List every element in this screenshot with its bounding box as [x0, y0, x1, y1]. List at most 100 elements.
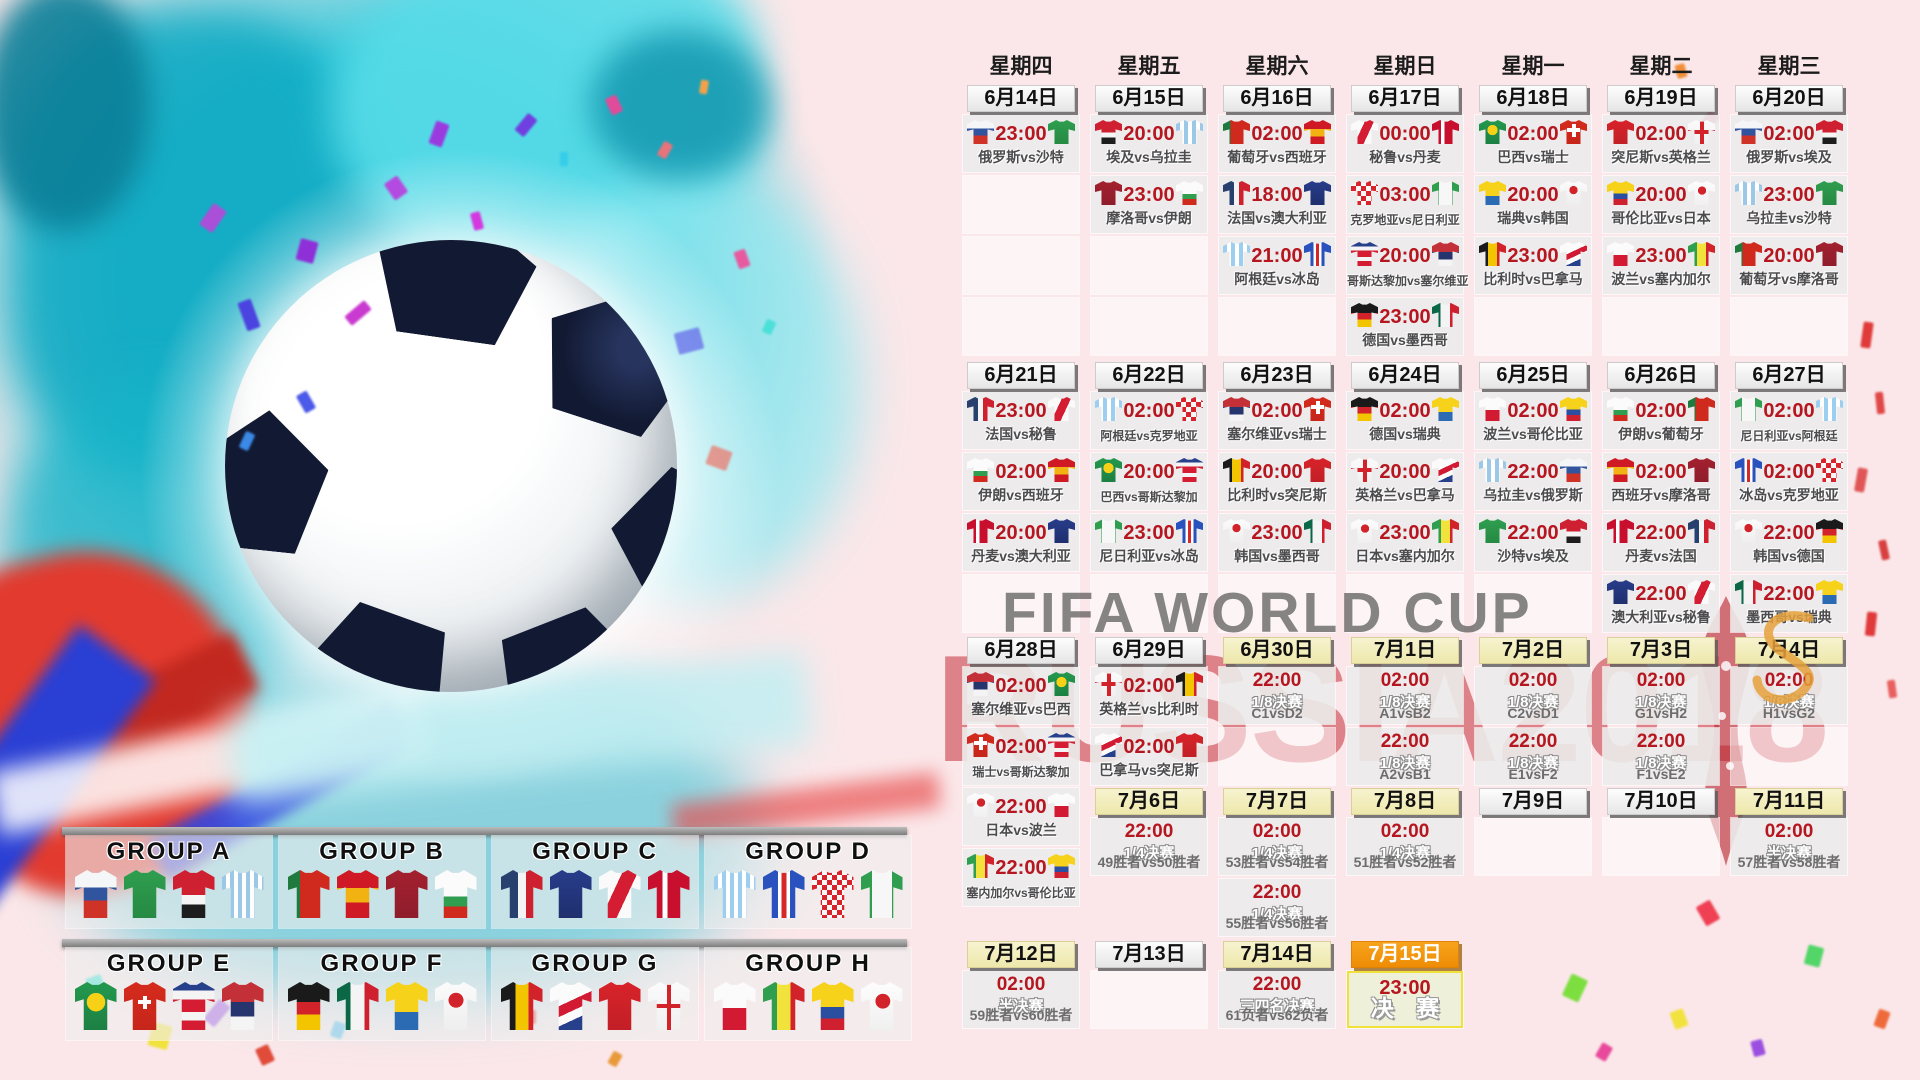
- date-header: 7月6日: [1095, 788, 1203, 815]
- match-teams: 法国vs秘鲁: [985, 426, 1057, 442]
- match-teams: 俄罗斯vs埃及: [1746, 149, 1832, 165]
- weekday-label: 星期六: [1245, 55, 1309, 78]
- date-header: 6月14日: [967, 85, 1075, 112]
- empty-cell: [1475, 575, 1591, 632]
- match-cell: 23:00 韩国vs墨西哥: [1219, 514, 1335, 571]
- match-time: 02:00: [1251, 400, 1303, 422]
- confetti-piece: [237, 298, 261, 332]
- knockout-teams: 59胜者vs60胜者: [969, 1007, 1073, 1023]
- team-jersey-icon: [647, 870, 690, 918]
- date-header: 6月24日: [1351, 362, 1459, 389]
- match-time: 02:00: [1636, 670, 1686, 691]
- match-time: 18:00: [1251, 184, 1303, 206]
- date-header: 6月20日: [1735, 85, 1843, 112]
- empty-cell: [1475, 298, 1591, 355]
- match-teams: 葡萄牙vs西班牙: [1227, 149, 1327, 165]
- stage-label: 1/4决赛: [1379, 845, 1431, 862]
- group-title: GROUP E: [106, 950, 232, 977]
- team-jersey-icon: [860, 982, 903, 1030]
- confetti-piece: [198, 202, 228, 234]
- empty-cell: [1731, 728, 1847, 785]
- team-jersey-icon: [647, 982, 690, 1030]
- match-time: 20:00: [1379, 461, 1431, 483]
- match-teams: 阿根廷vs冰岛: [1234, 271, 1320, 287]
- empty-cell: [963, 237, 1079, 294]
- match-cell: 00:00 秘鲁vs丹麦: [1347, 115, 1463, 172]
- match-time: 22:00: [1380, 731, 1430, 752]
- empty-cell: [1219, 298, 1335, 355]
- group-jerseys: [492, 982, 698, 1030]
- knockout-teams: E1vsF2: [1508, 766, 1558, 782]
- team-jersey-icon: [434, 870, 477, 918]
- match-teams: 日本vs塞内加尔: [1355, 548, 1455, 564]
- stage-label: 1/4决赛: [1251, 906, 1303, 923]
- group-jerseys: [279, 982, 485, 1030]
- ball-patch: [287, 584, 464, 692]
- date-header: 6月19日: [1607, 85, 1715, 112]
- empty-cell: [1091, 298, 1207, 355]
- match-cell: 02:00 巴拿马vs突尼斯: [1091, 728, 1207, 785]
- confetti-piece: [469, 211, 485, 231]
- group-jerseys: [705, 982, 911, 1030]
- group-jerseys: [279, 870, 485, 918]
- match-teams: 瑞士vs哥斯达黎加: [972, 765, 1070, 779]
- group-title: GROUP A: [106, 838, 232, 865]
- match-time: 02:00: [1764, 821, 1814, 842]
- match-time: 23:00: [1123, 184, 1175, 206]
- group-box: GROUP D: [705, 836, 911, 928]
- match-time: 02:00: [995, 461, 1047, 483]
- date-header: 7月12日: [967, 941, 1075, 968]
- team-jersey-icon: [172, 982, 215, 1030]
- confetti-piece: [1594, 1042, 1614, 1062]
- match-teams: 英格兰vs巴拿马: [1355, 487, 1455, 503]
- confetti-piece: [761, 318, 777, 336]
- group-jerseys: [66, 870, 272, 918]
- team-jersey-icon: [336, 870, 379, 918]
- empty-cell: [1603, 818, 1719, 875]
- team-jersey-icon: [287, 870, 330, 918]
- confetti-piece: [705, 444, 733, 472]
- match-cell: 02:00 巴西vs瑞士: [1475, 115, 1591, 172]
- stage-label: 1/4决赛: [1251, 845, 1303, 862]
- date-header: 6月23日: [1223, 362, 1331, 389]
- match-time: 02:00: [1380, 670, 1430, 691]
- teal-splash: [330, 0, 760, 260]
- team-jersey-icon: [385, 982, 428, 1030]
- match-cell: 02:00 伊朗vs葡萄牙: [1603, 392, 1719, 449]
- match-time: 02:00: [1252, 821, 1302, 842]
- match-cell: 23:00 法国vs秘鲁: [963, 392, 1079, 449]
- knockout-teams: 55胜者vs56胜者: [1225, 915, 1329, 931]
- match-time: 20:00: [1123, 461, 1175, 483]
- ball-patch: [525, 268, 677, 446]
- match-time: 02:00: [1251, 123, 1303, 145]
- confetti-piece: [1874, 391, 1886, 415]
- date-header: 6月30日: [1223, 637, 1331, 664]
- match-teams: 伊朗vs葡萄牙: [1618, 426, 1704, 442]
- date-header: 6月29日: [1095, 637, 1203, 664]
- weekday-label: 星期三: [1757, 55, 1821, 78]
- knockout-teams: 53胜者vs54胜者: [1225, 854, 1329, 870]
- match-cell: 02:00 塞尔维亚vs巴西: [963, 667, 1079, 724]
- match-time: 02:00: [1380, 821, 1430, 842]
- match-time: 22:00: [1635, 583, 1687, 605]
- match-teams: 英格兰vs比利时: [1099, 701, 1199, 717]
- match-cell: 02:00 塞尔维亚vs瑞士: [1219, 392, 1335, 449]
- stage-label: 1/8决赛: [1507, 755, 1559, 772]
- match-cell: 02:00 冰岛vs克罗地亚: [1731, 453, 1847, 510]
- white-paint-swash: [0, 688, 433, 836]
- match-cell: 18:00 法国vs澳大利亚: [1219, 176, 1335, 233]
- match-time: 20:00: [1251, 461, 1303, 483]
- match-cell: 20:00 巴西vs哥斯达黎加: [1091, 453, 1207, 510]
- confetti-piece: [514, 112, 538, 138]
- confetti-piece: [673, 327, 705, 355]
- confetti-piece: [1873, 1008, 1891, 1030]
- confetti-piece: [1803, 944, 1825, 968]
- match-time: 23:00: [1251, 522, 1303, 544]
- match-cell: 02:00 尼日利亚vs阿根廷: [1731, 392, 1847, 449]
- match-cell: 02:00 伊朗vs西班牙: [963, 453, 1079, 510]
- match-time: 23:00: [1635, 245, 1687, 267]
- date-header: 7月1日: [1351, 637, 1459, 664]
- date-header: 6月28日: [967, 637, 1075, 664]
- match-time: 23:00: [1123, 522, 1175, 544]
